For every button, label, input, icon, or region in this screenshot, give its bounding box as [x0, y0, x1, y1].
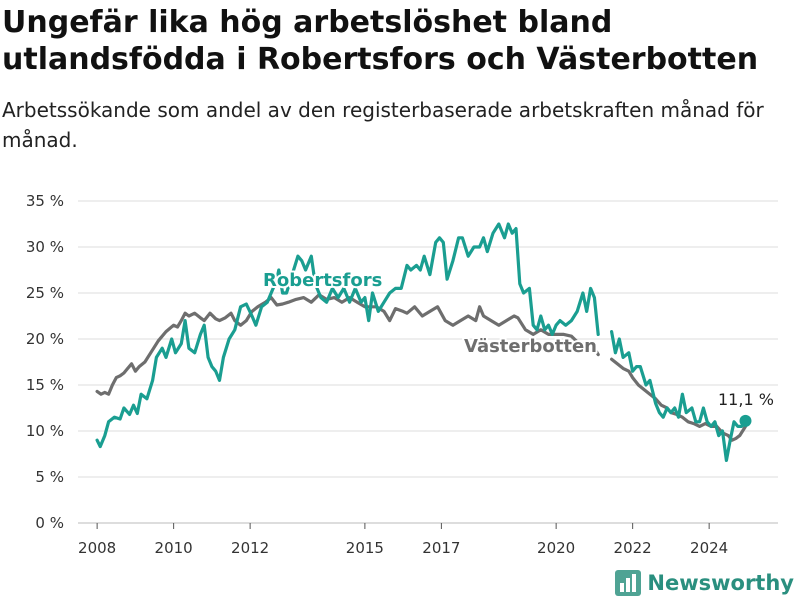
- series-label-robertsfors: Robertsfors: [263, 270, 382, 291]
- y-tick-label: 10 %: [26, 422, 64, 440]
- brand-name: Newsworthy: [647, 571, 794, 595]
- robertsfors-line: [95, 222, 600, 449]
- x-tick-label: 2022: [614, 539, 652, 557]
- robertsfors-end-point: [739, 414, 752, 427]
- robertsfors-line-2: [610, 330, 748, 462]
- chart-subtitle: Arbetssökande som andel av den registerb…: [2, 98, 764, 152]
- y-tick-label: 15 %: [26, 376, 64, 394]
- chart-logo-icon: [615, 570, 642, 596]
- end-value-label: 11,1 %: [718, 390, 774, 409]
- x-tick-label: 2024: [690, 539, 728, 557]
- x-tick-label: 2017: [422, 539, 460, 557]
- x-tick-label: 2015: [346, 539, 384, 557]
- y-tick-label: 35 %: [26, 192, 64, 210]
- y-tick-label: 30 %: [26, 238, 64, 256]
- x-tick-label: 2012: [231, 539, 269, 557]
- grid-lines: [78, 200, 778, 524]
- y-tick-label: 20 %: [26, 330, 64, 348]
- series-lines: [95, 222, 752, 462]
- chart-title: Ungefär lika hög arbetslöshet bland utla…: [2, 5, 759, 77]
- x-axis: 2008 2010 2012 2015 2017 2020 2022 2024: [78, 523, 728, 557]
- y-tick-label: 25 %: [26, 284, 64, 302]
- x-tick-label: 2010: [155, 539, 193, 557]
- series-labels: Robertsfors Västerbotten 11,1 %: [261, 268, 774, 409]
- y-tick-label: 5 %: [35, 468, 64, 486]
- newsworthy-logo: Newsworthy: [615, 570, 794, 596]
- y-tick-label: 0 %: [35, 514, 64, 532]
- vasterbotten-line: [95, 293, 600, 396]
- x-tick-label: 2020: [537, 539, 575, 557]
- series-label-vasterbotten: Västerbotten: [464, 336, 597, 357]
- y-axis: 0 % 5 % 10 % 15 % 20 % 25 % 30 % 35 %: [26, 192, 64, 532]
- x-tick-label: 2008: [78, 539, 116, 557]
